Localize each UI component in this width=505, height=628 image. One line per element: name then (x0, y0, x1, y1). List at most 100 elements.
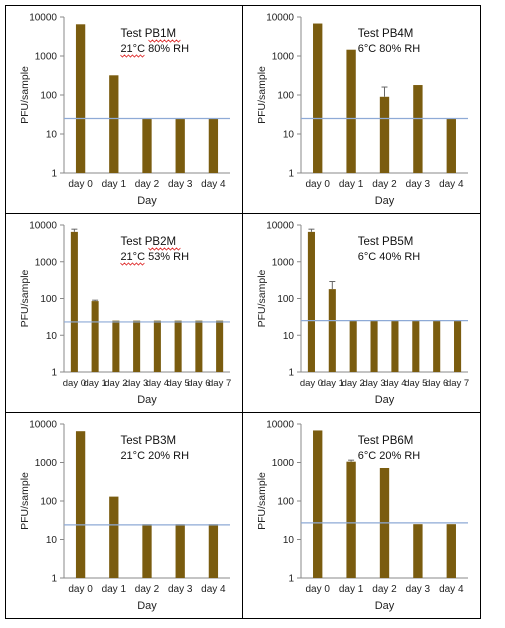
x-tick-label: day 2 (342, 378, 365, 389)
x-axis-title: Day (375, 394, 395, 406)
chart-title: Test PB2M (120, 236, 176, 248)
bar (433, 320, 441, 372)
bar (454, 320, 462, 372)
x-axis-title: Day (375, 600, 395, 612)
row-divider-1 (5, 213, 481, 214)
x-tick-label: day 2 (372, 179, 397, 190)
bar (413, 524, 423, 578)
x-tick-label: day 5 (167, 378, 190, 389)
y-tick-label: 10 (46, 130, 58, 141)
x-tick-label: day 4 (439, 179, 464, 190)
spellcheck-squiggle (120, 262, 145, 266)
chart-title: Test PB3M (120, 435, 176, 447)
spellcheck-squiggle (148, 247, 181, 251)
y-tick-label: 10 (283, 331, 295, 342)
bar (349, 320, 357, 372)
x-tick-label: day 0 (305, 179, 330, 190)
bar (208, 524, 219, 578)
x-tick-label: day 1 (321, 378, 344, 389)
y-tick-label: 1 (288, 368, 294, 379)
bar (413, 85, 423, 173)
x-tick-label: day 3 (168, 179, 193, 190)
chart-pb6m: 1 10 100 1000 10000 day 0 day 1 day 2 day 3 day 4… (256, 420, 468, 612)
x-tick-label: day 0 (63, 378, 86, 389)
bar (216, 320, 224, 372)
x-tick-label: day 3 (406, 179, 431, 190)
y-tick-label: 1 (51, 169, 57, 180)
y-axis-title: PFU/sample (256, 472, 268, 530)
bar (346, 49, 356, 173)
y-tick-label: 1000 (35, 257, 58, 268)
x-tick-label: day 4 (146, 378, 169, 389)
y-axis-title: PFU/sample (256, 269, 268, 327)
chart-condition: 6°C 20% RH (358, 450, 421, 462)
y-axis-title: PFU/sample (19, 269, 31, 327)
bar (379, 96, 390, 173)
x-tick-label: day 4 (201, 179, 226, 190)
bar (446, 524, 456, 578)
x-tick-label: day 0 (305, 584, 330, 595)
bar (91, 301, 99, 372)
x-axis-title: Day (375, 195, 395, 207)
x-tick-label: day 6 (187, 378, 210, 389)
y-tick-label: 1 (288, 169, 294, 180)
bar (70, 231, 78, 372)
y-tick-label: 10 (46, 535, 58, 546)
y-tick-label: 100 (277, 91, 294, 102)
y-tick-label: 100 (277, 497, 294, 508)
bar (195, 320, 203, 372)
bar (391, 320, 399, 372)
bar (75, 431, 86, 578)
bar (75, 24, 86, 173)
x-tick-label: day 0 (68, 584, 93, 595)
y-tick-label: 100 (40, 91, 57, 102)
x-tick-label: day 4 (439, 584, 464, 595)
x-tick-label: day 2 (372, 584, 397, 595)
x-tick-label: day 1 (84, 378, 107, 389)
chart-condition: 21°C 53% RH (120, 251, 189, 263)
bar (175, 524, 185, 578)
y-tick-label: 10 (283, 130, 295, 141)
x-tick-label: day 6 (425, 378, 448, 389)
chart-title: Test PB4M (358, 28, 414, 40)
bar (307, 231, 315, 372)
x-axis-title: Day (137, 195, 157, 207)
x-tick-label: day 7 (446, 378, 469, 389)
bar (412, 320, 420, 372)
y-tick-label: 10000 (266, 221, 294, 232)
bar (142, 524, 152, 578)
x-tick-label: day 0 (68, 179, 93, 190)
y-tick-label: 1 (51, 574, 57, 585)
x-tick-label: day 3 (125, 378, 148, 389)
x-tick-label: day 4 (383, 378, 406, 389)
x-tick-label: day 3 (406, 584, 431, 595)
x-tick-label: day 3 (362, 378, 385, 389)
bar (175, 118, 185, 173)
y-tick-label: 10000 (29, 221, 57, 232)
bar (133, 320, 141, 372)
bar (313, 23, 323, 174)
x-tick-label: day 7 (208, 378, 231, 389)
y-tick-label: 100 (40, 294, 57, 305)
bar (328, 289, 336, 372)
y-tick-label: 100 (40, 497, 57, 508)
x-tick-label: day 1 (102, 179, 127, 190)
y-tick-label: 10000 (29, 13, 57, 24)
spellcheck-squiggle (148, 39, 181, 43)
bar (174, 320, 182, 372)
y-axis-title: PFU/sample (19, 66, 31, 124)
chart-title: Test PB5M (358, 236, 414, 248)
chart-pb1m: 1 10 100 1000 10000 day 0 day 1 day 2 day 3 day 4… (19, 13, 230, 207)
y-tick-label: 100 (277, 294, 294, 305)
bar (153, 320, 161, 372)
bar (313, 430, 323, 578)
y-tick-label: 1000 (35, 458, 58, 469)
chart-condition: 6°C 40% RH (358, 251, 421, 263)
y-tick-label: 1000 (272, 458, 295, 469)
y-tick-label: 10000 (266, 420, 294, 431)
chart-condition: 21°C 20% RH (120, 450, 189, 462)
x-axis-title: Day (137, 394, 157, 406)
x-tick-label: day 4 (201, 584, 226, 595)
